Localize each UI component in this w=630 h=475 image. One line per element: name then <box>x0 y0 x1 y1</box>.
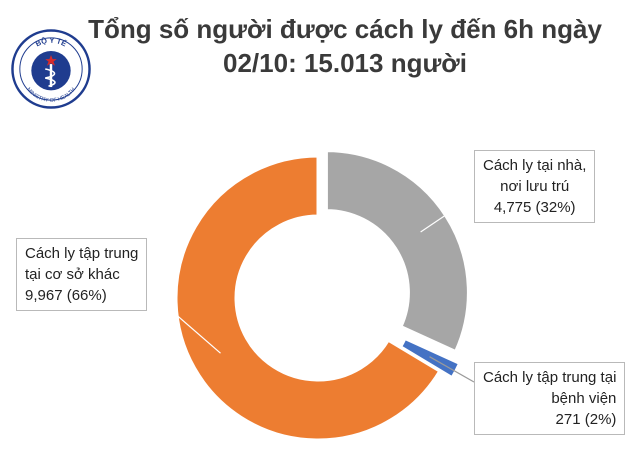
callout-home-label-line-2: nơi lưu trú <box>500 178 570 195</box>
callout-central-label-line-1: Cách ly tập trung <box>25 245 139 262</box>
callout-home-label-line-1: Cách ly tại nhà, <box>483 157 587 174</box>
callout-home-value: 4,775 (32%) <box>493 199 576 216</box>
chart-title-line-1: Tổng số người được cách ly đến 6h ngày <box>88 14 602 44</box>
slice-home-isolation <box>324 149 470 354</box>
leader-line-home <box>420 195 475 233</box>
callout-hospital-label-line-1: Cách ly tập trung tại <box>483 369 617 386</box>
callout-central-isolation: Cách ly tập trung tại cơ sở khác 9,967 (… <box>16 238 148 311</box>
ministry-of-health-logo: BỘ Y TẾ MINISTRY OF HEALTH <box>11 29 91 109</box>
leader-line-central <box>149 291 221 354</box>
chart-title-line-2: 02/10: 15.013 người <box>223 48 467 78</box>
logo-top-text: BỘ Y TẾ <box>34 36 69 49</box>
callout-central-label-line-2: tại cơ sở khác <box>25 266 120 283</box>
callout-central-value: 9,967 (66%) <box>25 287 107 304</box>
callout-hospital-value: 271 (2%) <box>555 411 617 428</box>
slice-central-isolation <box>174 154 442 442</box>
callout-home-isolation: Cách ly tại nhà, nơi lưu trú 4,775 (32%) <box>474 150 596 223</box>
leader-line-hospital <box>429 356 475 383</box>
callout-hospital-isolation: Cách ly tập trung tại bệnh viện 271 (2%) <box>474 362 626 435</box>
callout-hospital-label-line-2: bệnh viện <box>551 390 617 407</box>
